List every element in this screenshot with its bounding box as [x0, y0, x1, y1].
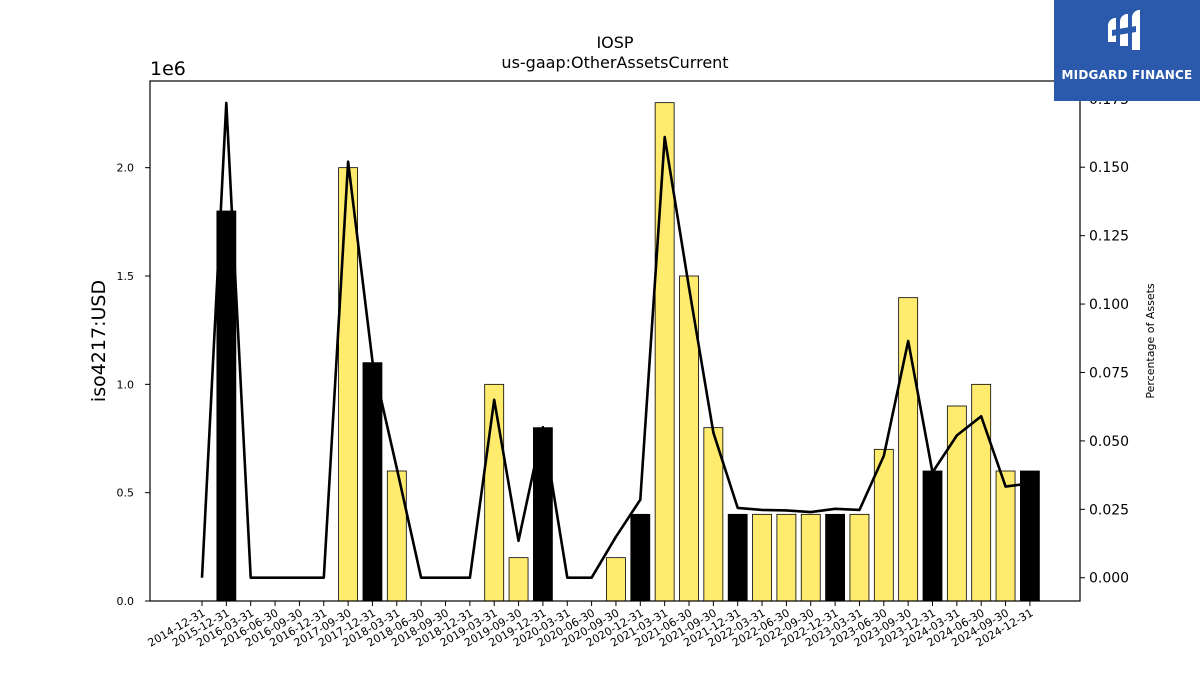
bar-2020-12-31 — [630, 513, 651, 602]
bar-2023-03-31 — [849, 513, 870, 602]
y2-tick-label: 0.075 — [1089, 365, 1129, 381]
y-tick-label: 1.5 — [117, 270, 135, 283]
line-series — [200, 101, 1031, 580]
y-tick-label: 0.5 — [117, 487, 135, 500]
y-tick-label: 0.0 — [117, 595, 135, 608]
midgard-finance-logo: MIDGARD FINANCE — [1054, 0, 1200, 101]
bar-2024-09-30 — [995, 470, 1016, 602]
bar-2018-03-31 — [386, 470, 407, 602]
y-exponent-label: 1e6 — [150, 58, 186, 80]
bar-2022-09-30 — [800, 513, 821, 602]
bar-2017-09-30 — [338, 167, 359, 602]
y2-tick-label: 0.125 — [1089, 229, 1129, 245]
y2-tick-label: 0.100 — [1089, 297, 1129, 313]
bar-2017-12-31 — [362, 362, 383, 602]
plot-frame — [149, 80, 1081, 602]
y2-axis-label: Percentage of Assets — [1144, 283, 1157, 399]
bar-series — [216, 102, 1040, 602]
chart-title: IOSP — [596, 33, 633, 52]
bar-2022-03-31 — [752, 513, 772, 602]
y-axis-label: iso4217:USD — [88, 280, 110, 402]
bar-2021-12-31 — [727, 513, 748, 602]
y2-tick-label: 0.025 — [1089, 502, 1129, 518]
chart-subtitle: us-gaap:OtherAssetsCurrent — [501, 53, 728, 72]
logo-text: MIDGARD FINANCE — [1061, 68, 1193, 82]
y-tick-label: 2.0 — [117, 162, 135, 175]
bar-2020-09-30 — [606, 557, 626, 602]
percentage-line — [200, 101, 1031, 580]
bar-2019-09-30 — [508, 557, 529, 602]
y2-tick-label: 0.150 — [1089, 160, 1129, 176]
bar-2022-06-30 — [776, 513, 797, 602]
midgard-logo-icon — [1108, 10, 1140, 50]
y2-tick-label: 0.050 — [1089, 434, 1129, 450]
bar-2023-12-31 — [922, 470, 943, 602]
bar-2024-12-31 — [1020, 470, 1040, 602]
axes: 0.0 0.5 1.0 1.5 2.0 0.000 0.025 0.050 0.075 0.100… — [117, 80, 1129, 650]
y-tick-label: 1.0 — [117, 378, 135, 391]
bar-2015-12-31 — [216, 210, 237, 602]
bar-2019-03-31 — [484, 383, 505, 602]
bar-2022-12-31 — [825, 513, 845, 602]
y2-tick-label: 0.000 — [1089, 571, 1129, 587]
